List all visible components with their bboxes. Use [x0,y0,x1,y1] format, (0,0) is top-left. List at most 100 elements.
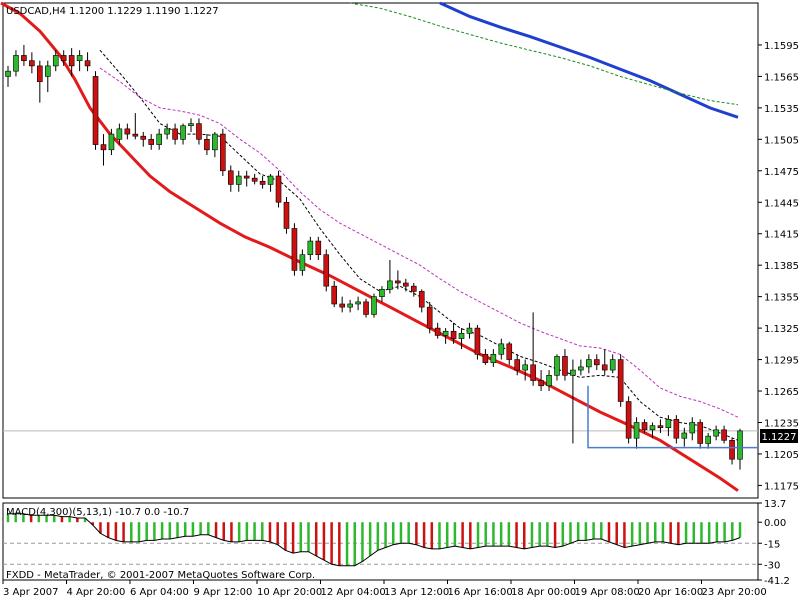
macd-tick-label: -30 [764,560,780,571]
candle-body [673,419,680,439]
candle-body [403,282,409,287]
candlestick-series[interactable] [5,44,743,470]
price-tick-label: 1.1235 [764,418,799,429]
candle-body [204,139,210,151]
macd-signal-line [8,513,741,567]
candle-body [180,125,186,140]
candle-body [92,76,99,145]
indicator-line [349,2,739,106]
candle-body [466,327,473,334]
price-tick-label: 1.1445 [764,198,799,209]
price-tick-label: 1.1175 [764,481,799,492]
support-line[interactable] [587,385,758,449]
indicator-line [0,1,739,492]
candle-body [188,123,194,127]
symbol-header: USDCAD,H4 1.1200 1.1229 1.1190 1.1227 [6,6,219,17]
current-price-badge [760,429,798,443]
time-tick-label: 19 Apr 08:00 [575,587,640,598]
candle-body [68,55,75,67]
indicator-line [99,67,739,418]
candle-body [578,366,584,371]
candle-body [100,144,107,151]
candle-body [705,435,711,444]
candle-body [434,327,441,336]
candle-body [251,177,258,182]
time-tick-label: 6 Apr 04:00 [130,587,189,598]
candle-body [410,285,417,292]
candle-body [713,429,719,437]
candle-body [140,135,147,140]
candle-body [395,280,401,284]
candle-body [609,359,616,371]
candle-body [530,364,536,381]
price-tick-label: 1.1475 [764,167,799,178]
time-axis: 3 Apr 2007 4 Apr 20:00 6 Apr 04:00 9 Apr 12… [2,580,767,598]
candle-body [641,422,648,431]
candle-body [554,356,560,376]
indicator-line [439,1,739,119]
candle-body [729,440,735,460]
candle-body [339,303,345,308]
candle-body [522,364,528,371]
current-price-label: 1.1227 [762,432,797,443]
price-tick-label: 1.1415 [764,230,799,241]
candle-body [387,280,393,290]
price-tick-label: 1.1385 [764,261,799,272]
macd-tick-label: 13.7 [764,499,786,510]
candle-body [52,55,59,67]
candle-body [323,254,330,287]
candle-body [84,60,91,67]
candle-body [116,128,123,140]
candle-body [601,364,608,371]
candle-body [689,422,696,434]
candle-body [570,369,576,376]
candle-body [21,55,27,61]
candle-body [506,343,513,360]
candle-body [331,285,338,305]
copyright-text: FXDD - MetaTrader, © 2001-2007 MetaQuote… [6,570,315,581]
candle-body [29,60,35,67]
time-tick-label: 20 Apr 16:00 [638,587,703,598]
macd-tick-label: -15 [764,539,780,550]
candle-body [60,55,67,61]
candle-body [172,128,178,140]
candle-body [212,133,218,151]
candle-body [426,306,433,329]
candle-body [418,291,425,308]
candle-body [514,359,521,371]
candle-body [681,432,688,439]
candle-body [490,354,497,364]
candle-body [307,240,314,255]
candle-body [546,374,552,387]
macd-axis: 13.7 0.00 -15 -30 -41.2 [758,499,790,587]
candle-body [665,419,672,429]
candle-body [275,175,282,203]
candle-body [355,301,361,305]
macd-tick-label: 0.00 [764,518,786,529]
candle-body [633,422,640,439]
candle-body [156,133,162,145]
candle-body [5,70,11,77]
macd-histogram [6,513,742,566]
time-tick-label: 18 Apr 00:00 [511,587,576,598]
price-tick-label: 1.1205 [764,450,799,461]
candle-body [625,401,632,439]
candle-body [196,123,202,140]
candle-body [474,327,481,355]
candle-body [220,133,226,172]
price-tick-label: 1.1325 [764,324,799,335]
candle-body [124,128,131,135]
candle-body [649,425,656,431]
candle-body [267,175,274,185]
price-tick-label: 1.1565 [764,72,799,83]
candle-body [132,133,139,137]
candle-body [76,55,83,61]
candle-body [379,289,385,297]
candle-body [482,354,489,364]
time-tick-label: 12 Apr 04:00 [321,587,386,598]
price-tick-label: 1.1595 [764,41,799,52]
price-tick-label: 1.1265 [764,387,799,398]
candle-body [538,380,544,387]
candle-body [37,65,43,82]
